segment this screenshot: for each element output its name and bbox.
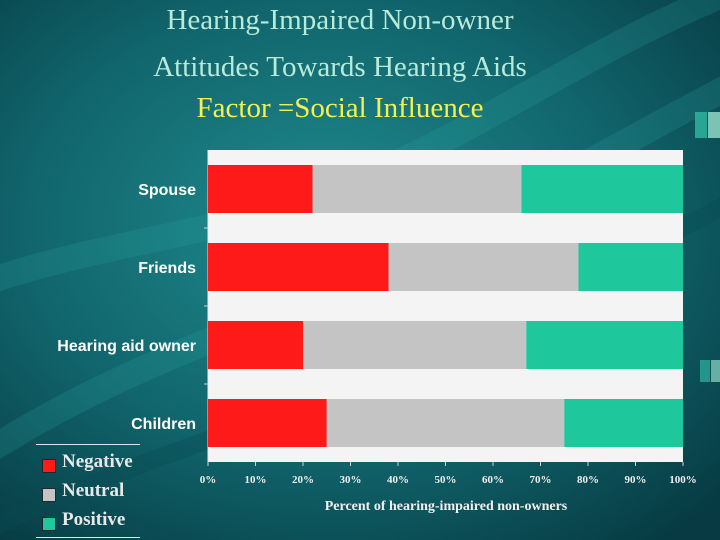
legend-label-negative: Negative [62,451,133,472]
category-label-spouse: Spouse [138,182,196,199]
x-tick-label: 70% [530,474,552,486]
bar-hearing-aid-owner-positive [526,321,683,369]
x-tick-label: 30% [340,474,362,486]
bar-friends-neutral [388,243,579,291]
bar-children-negative [208,399,327,447]
legend-swatch-positive [42,517,56,531]
x-tick-label: 100% [669,474,697,486]
legend-label-positive: Positive [62,509,126,530]
legend-swatch-negative [42,459,56,473]
legend-swatch-neutral [42,488,56,502]
bar-hearing-aid-owner-neutral [303,321,527,369]
x-tick-label: 50% [435,474,457,486]
category-label-children: Children [131,416,196,433]
bar-friends-negative [208,243,389,291]
x-tick-label: 20% [292,474,314,486]
category-label-friends: Friends [138,260,196,277]
x-tick-label: 10% [245,474,267,486]
bar-spouse-neutral [312,165,522,213]
x-tick-label: 90% [625,474,647,486]
x-tick-label: 60% [482,474,504,486]
bar-hearing-aid-owner-negative [208,321,303,369]
x-axis-label: Percent of hearing-impaired non-owners [325,499,568,514]
decorative-side-bars [695,112,720,382]
bar-friends-positive [578,243,683,291]
x-tick-label: 0% [200,474,217,486]
bar-spouse-negative [208,165,313,213]
chart-title-line-3: Factor =Social Influence [196,92,484,124]
x-tick-label: 80% [577,474,599,486]
legend: Negative Neutral Positive [36,444,140,538]
chart-title-line-1: Hearing-Impaired Non-owner [166,4,514,36]
bar-spouse-positive [521,165,683,213]
legend-label-neutral: Neutral [62,480,125,501]
chart-title-line-2: Attitudes Towards Hearing Aids [153,51,527,83]
category-label-hearing-aid-owner: Hearing aid owner [57,338,196,355]
bar-children-neutral [326,399,565,447]
bar-children-positive [564,399,683,447]
x-tick-label: 40% [387,474,409,486]
